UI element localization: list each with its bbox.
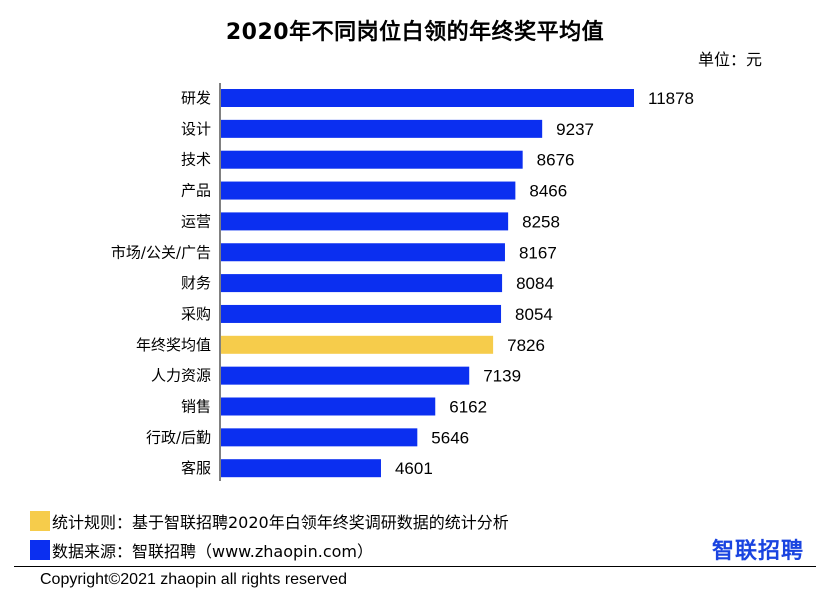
bar-12 <box>221 459 381 478</box>
legend-source-text: 数据来源：智联招聘（www.zhaopin.com） <box>52 542 374 561</box>
bar-1 <box>221 119 543 138</box>
category-label-8: 年终奖均值 <box>136 336 211 354</box>
bar-8 <box>221 335 494 354</box>
legend-source: 数据来源：智联招聘（www.zhaopin.com） <box>30 539 373 561</box>
category-label-0: 研发 <box>181 89 211 107</box>
value-label-4: 8258 <box>522 212 560 231</box>
value-label-5: 8167 <box>519 243 557 262</box>
value-label-8: 7826 <box>507 336 545 355</box>
category-label-1: 设计 <box>181 120 211 138</box>
bar-7 <box>221 304 502 323</box>
value-label-2: 8676 <box>537 151 575 170</box>
legend-rule-text: 统计规则：基于智联招聘2020年白领年终奖调研数据的统计分析 <box>52 513 509 532</box>
bar-chart: 研发 11878 设计 9237 技术 8676 产品 8466 运营 8258 市场/公关/广告 8… <box>111 83 694 481</box>
category-label-12: 客服 <box>181 459 211 477</box>
category-label-11: 行政/后勤 <box>146 428 211 446</box>
bar-6 <box>221 274 503 293</box>
value-label-7: 8054 <box>515 305 553 324</box>
chart-title: 2020年不同岗位白领的年终奖平均值 <box>225 20 605 45</box>
legend-swatch-yellow <box>30 511 50 531</box>
bar-2 <box>221 150 523 169</box>
value-label-11: 5646 <box>431 428 469 447</box>
category-label-7: 采购 <box>181 305 211 323</box>
value-label-0: 11878 <box>648 89 694 108</box>
value-label-6: 8084 <box>516 274 554 293</box>
copyright-text: Copyright©2021 zhaopin all rights reserv… <box>40 571 348 588</box>
value-label-9: 7139 <box>483 367 521 386</box>
divider <box>14 566 816 567</box>
category-label-3: 产品 <box>181 182 211 200</box>
bar-0 <box>221 89 634 107</box>
bar-5 <box>221 243 505 262</box>
bar-4 <box>221 212 509 231</box>
bar-11 <box>221 428 418 447</box>
value-label-3: 8466 <box>529 182 567 201</box>
bars-layer: 研发 11878 设计 9237 技术 8676 产品 8466 运营 8258 市场/公关/广告 8… <box>111 89 694 478</box>
legend-rule: 统计规则：基于智联招聘2020年白领年终奖调研数据的统计分析 <box>30 510 509 532</box>
value-label-1: 9237 <box>556 120 594 139</box>
bar-9 <box>221 366 470 385</box>
category-label-10: 销售 <box>181 398 211 416</box>
category-label-2: 技术 <box>181 151 211 169</box>
category-label-9: 人力资源 <box>151 367 211 385</box>
value-label-12: 4601 <box>395 459 433 478</box>
value-label-10: 6162 <box>449 398 487 417</box>
legend-swatch-blue <box>30 540 50 560</box>
category-label-4: 运营 <box>181 212 211 230</box>
category-label-5: 市场/公关/广告 <box>111 243 211 261</box>
bar-3 <box>221 181 516 200</box>
brand-logo: 智联招聘 <box>712 539 805 564</box>
bar-10 <box>221 397 436 416</box>
category-label-6: 财务 <box>181 274 211 292</box>
unit-label: 单位：元 <box>697 50 762 69</box>
